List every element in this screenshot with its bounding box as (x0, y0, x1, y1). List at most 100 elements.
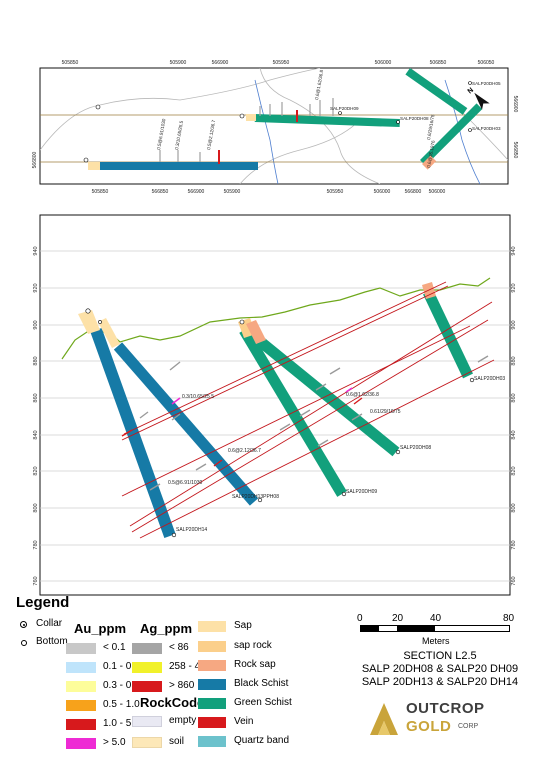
section-hole-label: SALP20DH08 (400, 445, 431, 451)
section-intercept-label: 0.61/29/16/75 (370, 409, 401, 415)
logo-mark-icon (370, 703, 398, 735)
rockcode-header: RockCode (140, 695, 205, 710)
rock-label: soil (169, 736, 185, 747)
y-tick-left: 820 (33, 466, 39, 475)
north-arrow-icon: N (467, 87, 490, 110)
rock-label: Quartz band (234, 735, 290, 746)
y-tick-left: 860 (33, 393, 39, 402)
rock-label: sap rock (234, 640, 272, 651)
ag-swatch (132, 681, 162, 692)
logo-line1: OUTCROP (406, 700, 485, 717)
y-tick-left: 940 (33, 246, 39, 255)
section-intercept-label: 0.6@2.12/36.7 (228, 448, 261, 454)
au-ppm-header: Au_ppm (74, 621, 126, 636)
ag-label: > 860 (169, 680, 195, 691)
plan-hole-label: SALP20DH09 (330, 106, 359, 111)
plan-bottom-tick: 506000 (429, 189, 446, 195)
svg-text:N: N (467, 87, 475, 96)
hole-dh08 (246, 320, 400, 457)
plan-intercept-label: 0.5@6.91/1030 (156, 118, 166, 150)
rock-swatch (198, 717, 226, 728)
section-hole-label: SALP20DH13PPH08 (232, 494, 279, 500)
section-frame (39, 214, 511, 596)
plan-bottom-tick: 566800 (405, 189, 422, 195)
plan-intercept-label: 0.6@35.1976 (426, 140, 436, 169)
section-holes-line2: SALP 20DH13 & SALP20 DH14 (361, 676, 519, 688)
y-tick-left: 900 (33, 320, 39, 329)
plan-top-tick: 506050 (478, 60, 495, 66)
section-hole-label: SALP20DH09 (346, 489, 377, 495)
y-tick-right: 800 (511, 503, 517, 512)
rock-swatch (198, 641, 226, 652)
scale-tick: 40 (430, 613, 442, 624)
y-tick-left: 800 (33, 503, 39, 512)
y-tick-left: 920 (33, 283, 39, 292)
au-label: 0.1 - 0.3 (103, 661, 140, 672)
plan-intercept-label: 0.6@1.62/36.8 (314, 69, 324, 100)
rock-label: Rock sap (234, 659, 276, 670)
plan-top-tick: 505900 (170, 60, 187, 66)
y-tick-right: 920 (511, 283, 517, 292)
section-hole-label: SALP20DH03 (474, 376, 505, 382)
hole-dh13 (98, 318, 259, 506)
legend-title: Legend (16, 594, 70, 611)
au-label: < 0.1 (103, 642, 126, 653)
plan-top-tick: 566900 (212, 60, 229, 66)
legend-bottom-label: Bottom (36, 636, 68, 647)
au-label: > 5.0 (103, 737, 126, 748)
rock-swatch (132, 737, 162, 748)
section-hole-label: SALP20DH14 (176, 527, 207, 533)
au-swatch (66, 738, 96, 749)
plan-hole-label: SALP20DH08 (400, 116, 429, 121)
rock-label: Sap (234, 620, 252, 631)
collar-symbol-icon (20, 621, 27, 628)
plan-right-tick: 566850 (512, 142, 518, 159)
au-label: 0.5 - 1.0 (103, 699, 140, 710)
plan-bottom-tick: 566850 (152, 189, 169, 195)
y-tick-right: 860 (511, 393, 517, 402)
rock-label: empty (169, 715, 197, 726)
y-tick-right: 940 (511, 246, 517, 255)
ag-swatch (132, 662, 162, 673)
section-intercept-label: 0.3/10.65/25.5 (182, 394, 214, 400)
plan-intercept-label: 0.6/29/16/75 (426, 114, 435, 140)
logo-line3: CORP (458, 723, 479, 730)
legend-collar-label: Collar (36, 618, 63, 629)
y-tick-right: 900 (511, 320, 517, 329)
plan-right-tick: 566900 (512, 96, 518, 113)
rock-label: Green Schist (234, 697, 292, 708)
au-label: 0.3 - 0.5 (103, 680, 140, 691)
plan-hole-label: SALP20DH03 (472, 126, 501, 131)
ag-ppm-header: Ag_ppm (140, 621, 192, 636)
au-swatch (66, 662, 96, 673)
y-tick-left: 780 (33, 540, 39, 549)
logo-line2: GOLD (406, 718, 452, 735)
y-tick-right: 780 (511, 540, 517, 549)
au-label: 1.0 - 5.0 (103, 718, 140, 729)
rock-swatch (198, 621, 226, 632)
plan-left-tick: 566800 (32, 151, 38, 168)
plan-top-tick: 505950 (273, 60, 290, 66)
y-tick-left: 760 (33, 576, 39, 585)
section-holes-line1: SALP 20DH08 & SALP20 DH09 (361, 663, 519, 675)
ag-swatch (132, 643, 162, 654)
hole-dh14 (78, 310, 176, 539)
y-tick-right: 760 (511, 576, 517, 585)
plan-intercept-label: 0.5@2.12/36.7 (206, 119, 216, 150)
scale-tick: 0 (357, 613, 363, 624)
y-tick-left: 880 (33, 356, 39, 365)
plan-bottom-tick: 505950 (327, 189, 344, 195)
section-title: SECTION L2.5 (403, 650, 477, 662)
rock-swatch (198, 660, 226, 671)
plan-top-tick: 506850 (430, 60, 447, 66)
section-intercept-label: 0.5@6.91/1030 (168, 480, 202, 486)
section-intercept-label: 0.6@1.62/36.8 (346, 392, 379, 398)
y-tick-right: 820 (511, 466, 517, 475)
scale-bar (360, 625, 510, 632)
y-tick-right: 880 (511, 356, 517, 365)
rock-label: Vein (234, 716, 254, 727)
au-swatch (66, 643, 96, 654)
au-swatch (66, 700, 96, 711)
plan-bottom-tick: 505850 (92, 189, 109, 195)
